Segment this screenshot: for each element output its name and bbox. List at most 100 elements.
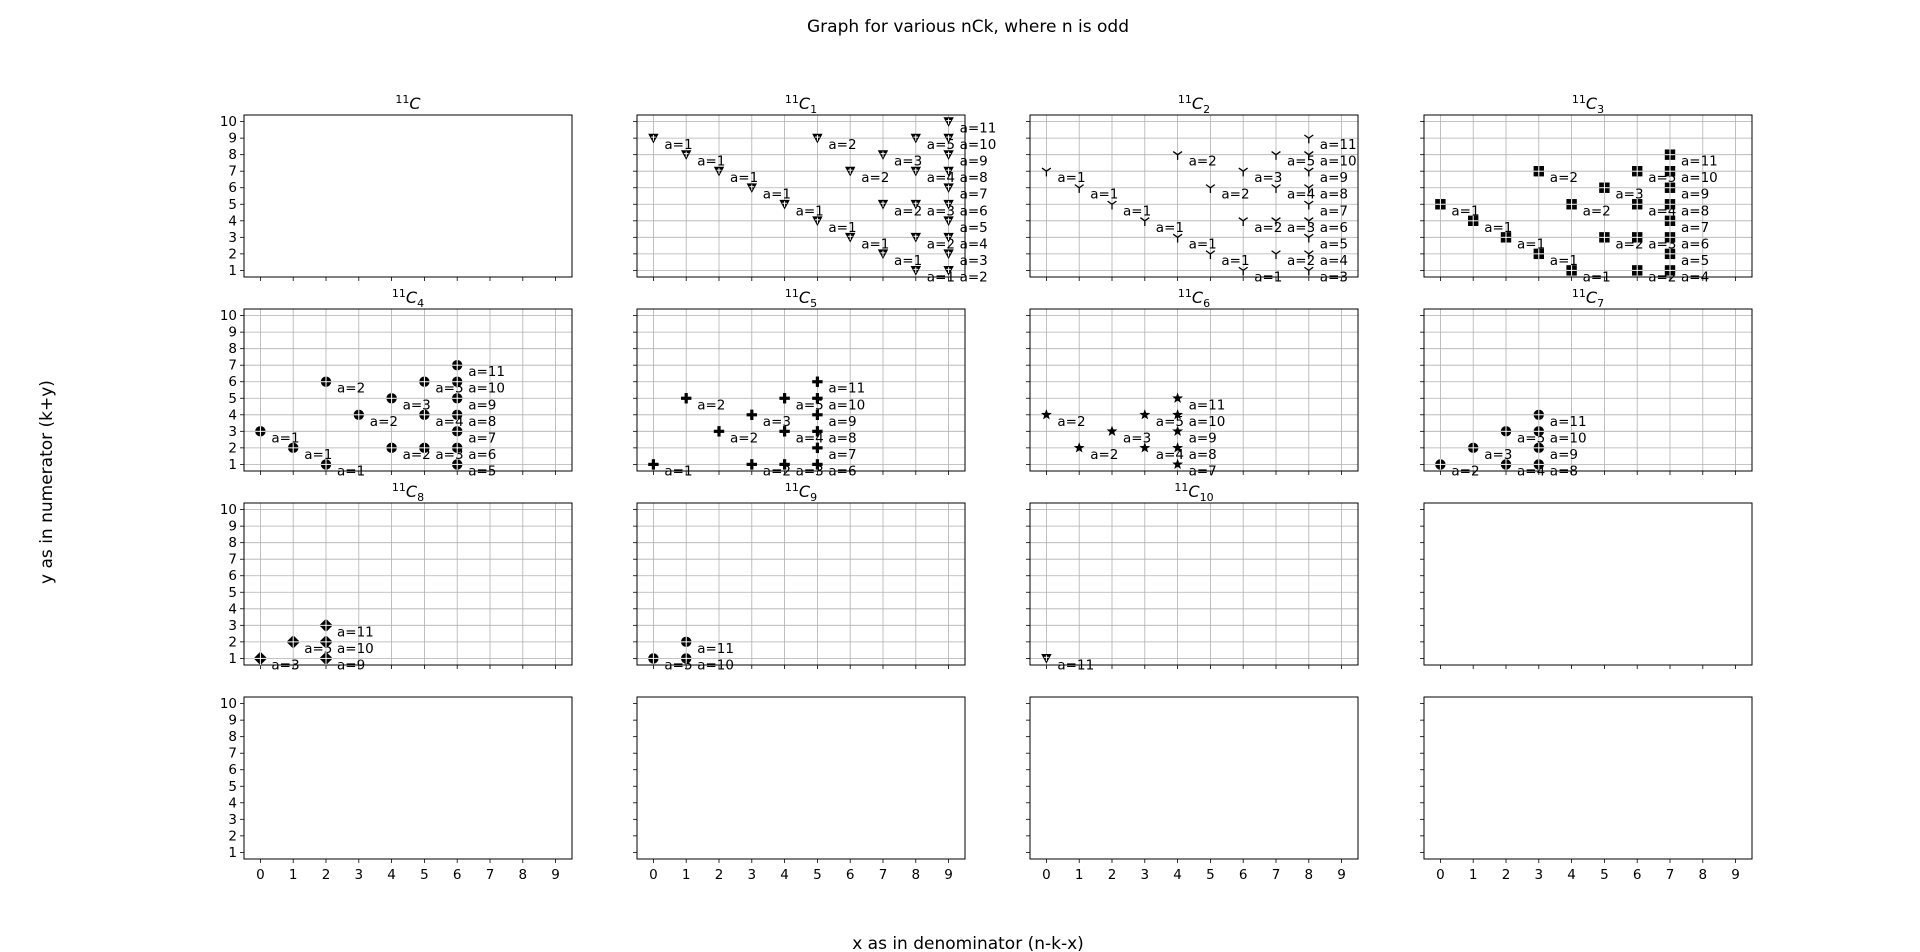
data-point: a=1 [1140, 217, 1184, 236]
marker-shape [1139, 409, 1151, 420]
data-label: a=4 [1320, 253, 1348, 269]
data-label: a=7 [960, 187, 988, 203]
y-tick-label: 1 [228, 651, 237, 667]
subplot-title: 11C6 [1178, 287, 1210, 310]
data-point: a=6 [1664, 232, 1709, 252]
data-label: a=10 [337, 641, 374, 657]
x-tick-label: 0 [649, 867, 658, 883]
data-point: a=2 [845, 166, 889, 186]
data-label: a=1 [927, 269, 955, 285]
data-label: a=8 [1320, 187, 1348, 203]
marker-shape [815, 393, 819, 404]
data-label: a=8 [1681, 203, 1709, 219]
subplot: 11C3a=1a=1a=1a=1a=1a=2a=2a=2a=2a=3a=3a=4… [1420, 93, 1753, 285]
data-label: a=8 [1189, 447, 1217, 463]
data-point: a=7 [1304, 200, 1348, 219]
y-tick-label: 2 [228, 440, 237, 456]
y-tick-label: 8 [228, 729, 237, 745]
data-point: a=1 [713, 166, 758, 186]
x-tick-label: 3 [355, 867, 364, 883]
y-tick-label: 10 [220, 502, 237, 518]
data-point: a=1 [1435, 199, 1480, 219]
data-label: a=1 [828, 220, 856, 236]
x-tick-label: 8 [1305, 867, 1314, 883]
data-point: a=11 [1304, 134, 1357, 153]
axes-frame [243, 308, 573, 472]
data-point: a=4 [1664, 265, 1709, 285]
data-label: a=2 [861, 170, 889, 186]
data-label: a=3 [1254, 170, 1282, 186]
data-label: a=5 [960, 220, 988, 236]
x-tick-label: 2 [322, 867, 331, 883]
y-tick-label: 6 [228, 180, 237, 196]
y-tick-label: 10 [220, 308, 237, 324]
y-tick-label: 2 [228, 246, 237, 262]
data-point: a=9 [319, 651, 365, 673]
y-tick-label: 10 [220, 696, 237, 712]
marker-shape [684, 393, 688, 404]
marker-shape [1144, 217, 1150, 222]
x-tick-label: 1 [682, 867, 691, 883]
data-label: a=11 [1681, 154, 1718, 170]
data-label: a=9 [960, 154, 988, 170]
subplot: 0 1 2 3 4 5 6 7 8 9 [1420, 696, 1753, 883]
data-point: a=1 [1205, 250, 1250, 269]
data-label: a=1 [337, 463, 365, 479]
marker-shape [1308, 217, 1314, 222]
data-label: a=11 [1189, 397, 1226, 413]
data-point: a=5 [1139, 409, 1184, 430]
data-point: a=2 [1172, 151, 1217, 170]
data-point: a=2 [1205, 184, 1250, 203]
subplot-title: 11C2 [1178, 93, 1210, 116]
data-label: a=10 [1550, 430, 1587, 446]
data-label: a=11 [828, 381, 865, 397]
axes-frame [1423, 114, 1753, 278]
data-label: a=1 [271, 430, 299, 446]
data-label: a=8 [1550, 463, 1578, 479]
x-tick-label: 7 [486, 867, 495, 883]
subplot [1420, 502, 1753, 669]
marker-shape [1308, 200, 1314, 205]
data-label: a=11 [697, 641, 734, 657]
data-label: a=10 [697, 657, 734, 673]
x-tick-label: 9 [1337, 867, 1346, 883]
marker-shape [1210, 250, 1216, 255]
data-point: a=9 [1533, 442, 1578, 463]
data-label: a=3 [403, 397, 431, 413]
subplot-title: 11C [395, 93, 421, 113]
y-tick-label: 9 [228, 325, 237, 341]
data-point: a=5 [1304, 233, 1348, 252]
marker-shape [1242, 167, 1248, 172]
x-tick-label: 4 [1567, 867, 1576, 883]
x-tick-label: 5 [813, 867, 822, 883]
y-tick-label: 7 [228, 358, 237, 374]
axes-frame [636, 308, 966, 472]
data-label: a=4 [1287, 187, 1315, 203]
data-label: a=5 [1320, 236, 1348, 252]
subplot: 0 1 2 3 4 5 6 7 8 9 [1026, 696, 1359, 883]
data-point: a=3 [1271, 217, 1315, 236]
y-tick-label: 2 [228, 634, 237, 650]
x-tick-label: 6 [453, 867, 462, 883]
x-tick-label: 7 [879, 867, 888, 883]
data-point: a=11 [681, 636, 734, 657]
data-label: a=1 [1189, 236, 1217, 252]
marker-shape [815, 426, 819, 437]
data-point: a=1 [1074, 184, 1118, 203]
y-tick-label: 1 [228, 845, 237, 861]
data-point: a=11 [943, 117, 996, 137]
data-label: a=9 [1320, 170, 1348, 186]
data-label: a=9 [828, 414, 856, 430]
data-point: a=8 [1664, 199, 1709, 219]
data-point: a=10 [681, 653, 734, 673]
data-point: a=2 [1271, 250, 1315, 269]
x-tick-label: 7 [1272, 867, 1281, 883]
marker-shape [1205, 250, 1211, 255]
marker-shape [783, 426, 787, 437]
data-point: a=2 [713, 426, 758, 446]
data-point: a=11 [1533, 409, 1587, 430]
marker-shape [1308, 266, 1314, 271]
data-label: a=3 [1615, 187, 1643, 203]
data-point: a=10 [1664, 166, 1718, 186]
